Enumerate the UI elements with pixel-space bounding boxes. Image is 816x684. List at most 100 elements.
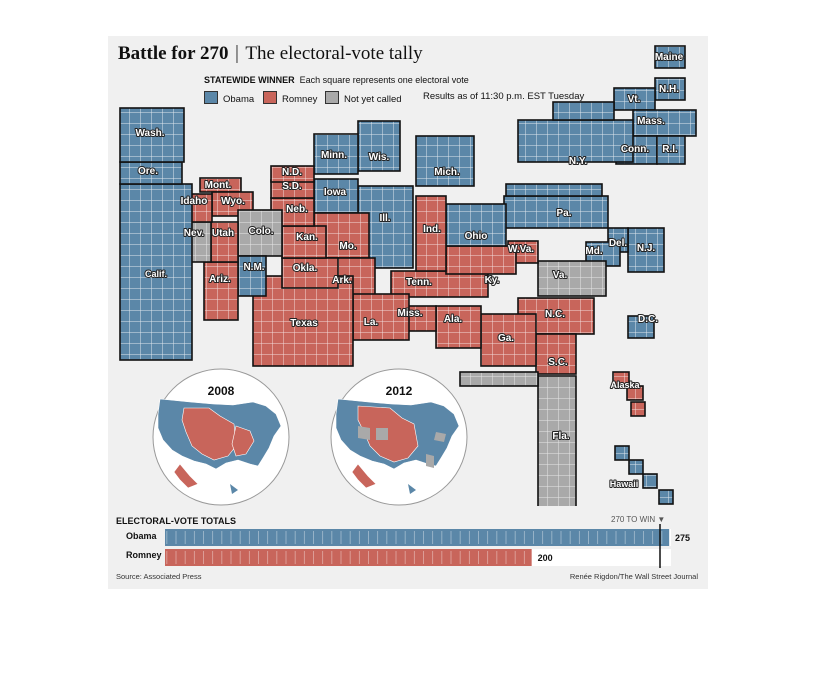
state-pa — [503, 183, 609, 229]
state-block-hawaii — [614, 445, 630, 461]
legend-swatch-romney — [263, 91, 277, 104]
state-block-calif — [119, 183, 193, 361]
inset-2008: 2008 — [152, 368, 290, 506]
state-block-d-c — [627, 315, 655, 339]
inset-maps: 2008 2012 — [152, 368, 468, 506]
state-label-vt: Vt. — [628, 94, 641, 105]
totals-heading: ELECTORAL-VOTE TOTALS — [116, 516, 237, 526]
state-block-s-c — [535, 333, 577, 375]
state-labels-group: Maine N.H. Vt. Mass. Conn. R.I. N.Y. Pa. N.J. Del… — [134, 51, 684, 490]
state-maine — [654, 45, 686, 69]
title-main: Battle for 270 — [118, 43, 229, 64]
state-label-d-c: D.C. — [638, 314, 658, 325]
state-calif — [119, 183, 193, 361]
bar-obama — [165, 529, 670, 546]
state-label-n-j: N.J. — [637, 243, 656, 254]
legend-item-not-called: Not yet called — [325, 91, 402, 105]
state-n-j — [627, 227, 665, 273]
state-block-pa — [505, 183, 603, 197]
state-label-mont: Mont. — [205, 180, 232, 191]
legend-label-romney: Romney — [282, 94, 318, 105]
legend-title: STATEWIDE WINNER — [204, 75, 295, 85]
candidate-label-romney: Romney — [126, 550, 162, 560]
state-s-c — [535, 333, 577, 375]
state-block-ind — [415, 195, 447, 272]
state-label-n-h: N.H. — [659, 84, 679, 95]
state-label-calif: Calif. — [145, 269, 167, 279]
state-block-alaska — [630, 401, 646, 417]
inset-us-map-2012 — [335, 398, 460, 494]
state-block-n-y — [517, 119, 634, 163]
state-label-md: Md. — [585, 246, 602, 257]
state-label-ind: Ind. — [423, 224, 441, 235]
state-minn — [313, 133, 359, 175]
state-label-mo: Mo. — [339, 241, 356, 252]
inset-2012: 2012 — [330, 368, 468, 506]
legend-note: Each square represents one electoral vot… — [299, 75, 469, 85]
state-block-ariz — [203, 261, 239, 321]
state-label-del: Del. — [609, 238, 628, 249]
state-label-minn: Minn. — [321, 150, 347, 161]
state-label-fla: Fla. — [552, 431, 569, 442]
state-label-texas: Texas — [290, 318, 318, 329]
state-va — [537, 260, 607, 297]
credit-note: Renée Rigdon/The Wall Street Journal — [569, 572, 698, 581]
state-block-alaska — [626, 385, 644, 401]
state-block-n-j — [627, 227, 665, 273]
state-fla — [459, 371, 577, 506]
legend-heading: STATEWIDE WINNER Each square represents o… — [204, 75, 469, 85]
bar-romney — [165, 549, 532, 566]
state-label-alaska: Alaska — [610, 380, 640, 390]
state-mich — [415, 135, 475, 187]
state-label-okla: Okla. — [293, 263, 318, 274]
legend-label-obama: Obama — [223, 94, 255, 105]
state-block-pa — [503, 195, 609, 229]
state-label-ariz: Ariz. — [209, 274, 231, 285]
state-hawaii — [614, 445, 674, 505]
title-separator: | — [234, 43, 240, 64]
state-block-n-y — [552, 101, 615, 121]
state-block-ga — [480, 313, 537, 367]
state-block-maine — [654, 45, 686, 69]
state-tenn — [390, 270, 489, 298]
state-la — [352, 293, 410, 341]
totals-bars-group — [165, 524, 671, 568]
legend-item-obama: Obama — [204, 91, 254, 105]
state-block-okla — [281, 257, 339, 289]
win-threshold-label: 270 TO WIN ▼ — [611, 515, 665, 524]
state-label-idaho: Idaho — [181, 196, 208, 207]
state-texas — [252, 275, 354, 367]
states-group — [119, 45, 697, 506]
state-label-conn: Conn. — [621, 144, 650, 155]
source-note: Source: Associated Press — [116, 572, 202, 581]
state-label-mich: Mich. — [434, 167, 460, 178]
state-label-nev: Nev. — [184, 228, 205, 239]
state-block-n-d — [270, 165, 315, 183]
state-block-ohio — [445, 203, 507, 247]
state-block-fla — [459, 371, 539, 387]
state-ariz — [203, 261, 239, 321]
state-label-n-m: N.M. — [243, 262, 264, 273]
state-label-neb: Neb. — [286, 204, 308, 215]
state-label-colo: Colo. — [249, 226, 274, 237]
state-block-mass — [632, 109, 697, 137]
state-label-n-d: N.D. — [282, 167, 302, 178]
state-label-n-y: N.Y. — [569, 156, 588, 167]
legend-swatch-not-called — [325, 91, 339, 104]
candidate-label-obama: Obama — [126, 531, 157, 541]
state-label-ark: Ark. — [332, 275, 352, 286]
state-block-colo — [237, 209, 283, 257]
state-label-ky: Ky. — [485, 275, 500, 286]
state-label-r-i: R.I. — [662, 144, 678, 155]
state-label-s-c: S.C. — [548, 357, 568, 368]
state-block-fla — [537, 375, 577, 506]
state-label-kan: Kan. — [296, 232, 318, 243]
state-r-i — [656, 135, 686, 165]
state-ala — [435, 305, 482, 349]
state-n-d — [270, 165, 315, 183]
infographic-panel: Battle for 270 | The electoral-vote tally … — [108, 36, 708, 589]
state-label-miss: Miss. — [397, 308, 422, 319]
state-label-pa: Pa. — [556, 208, 571, 219]
legend-label-not-called: Not yet called — [344, 94, 402, 105]
state-n-y — [517, 101, 634, 163]
